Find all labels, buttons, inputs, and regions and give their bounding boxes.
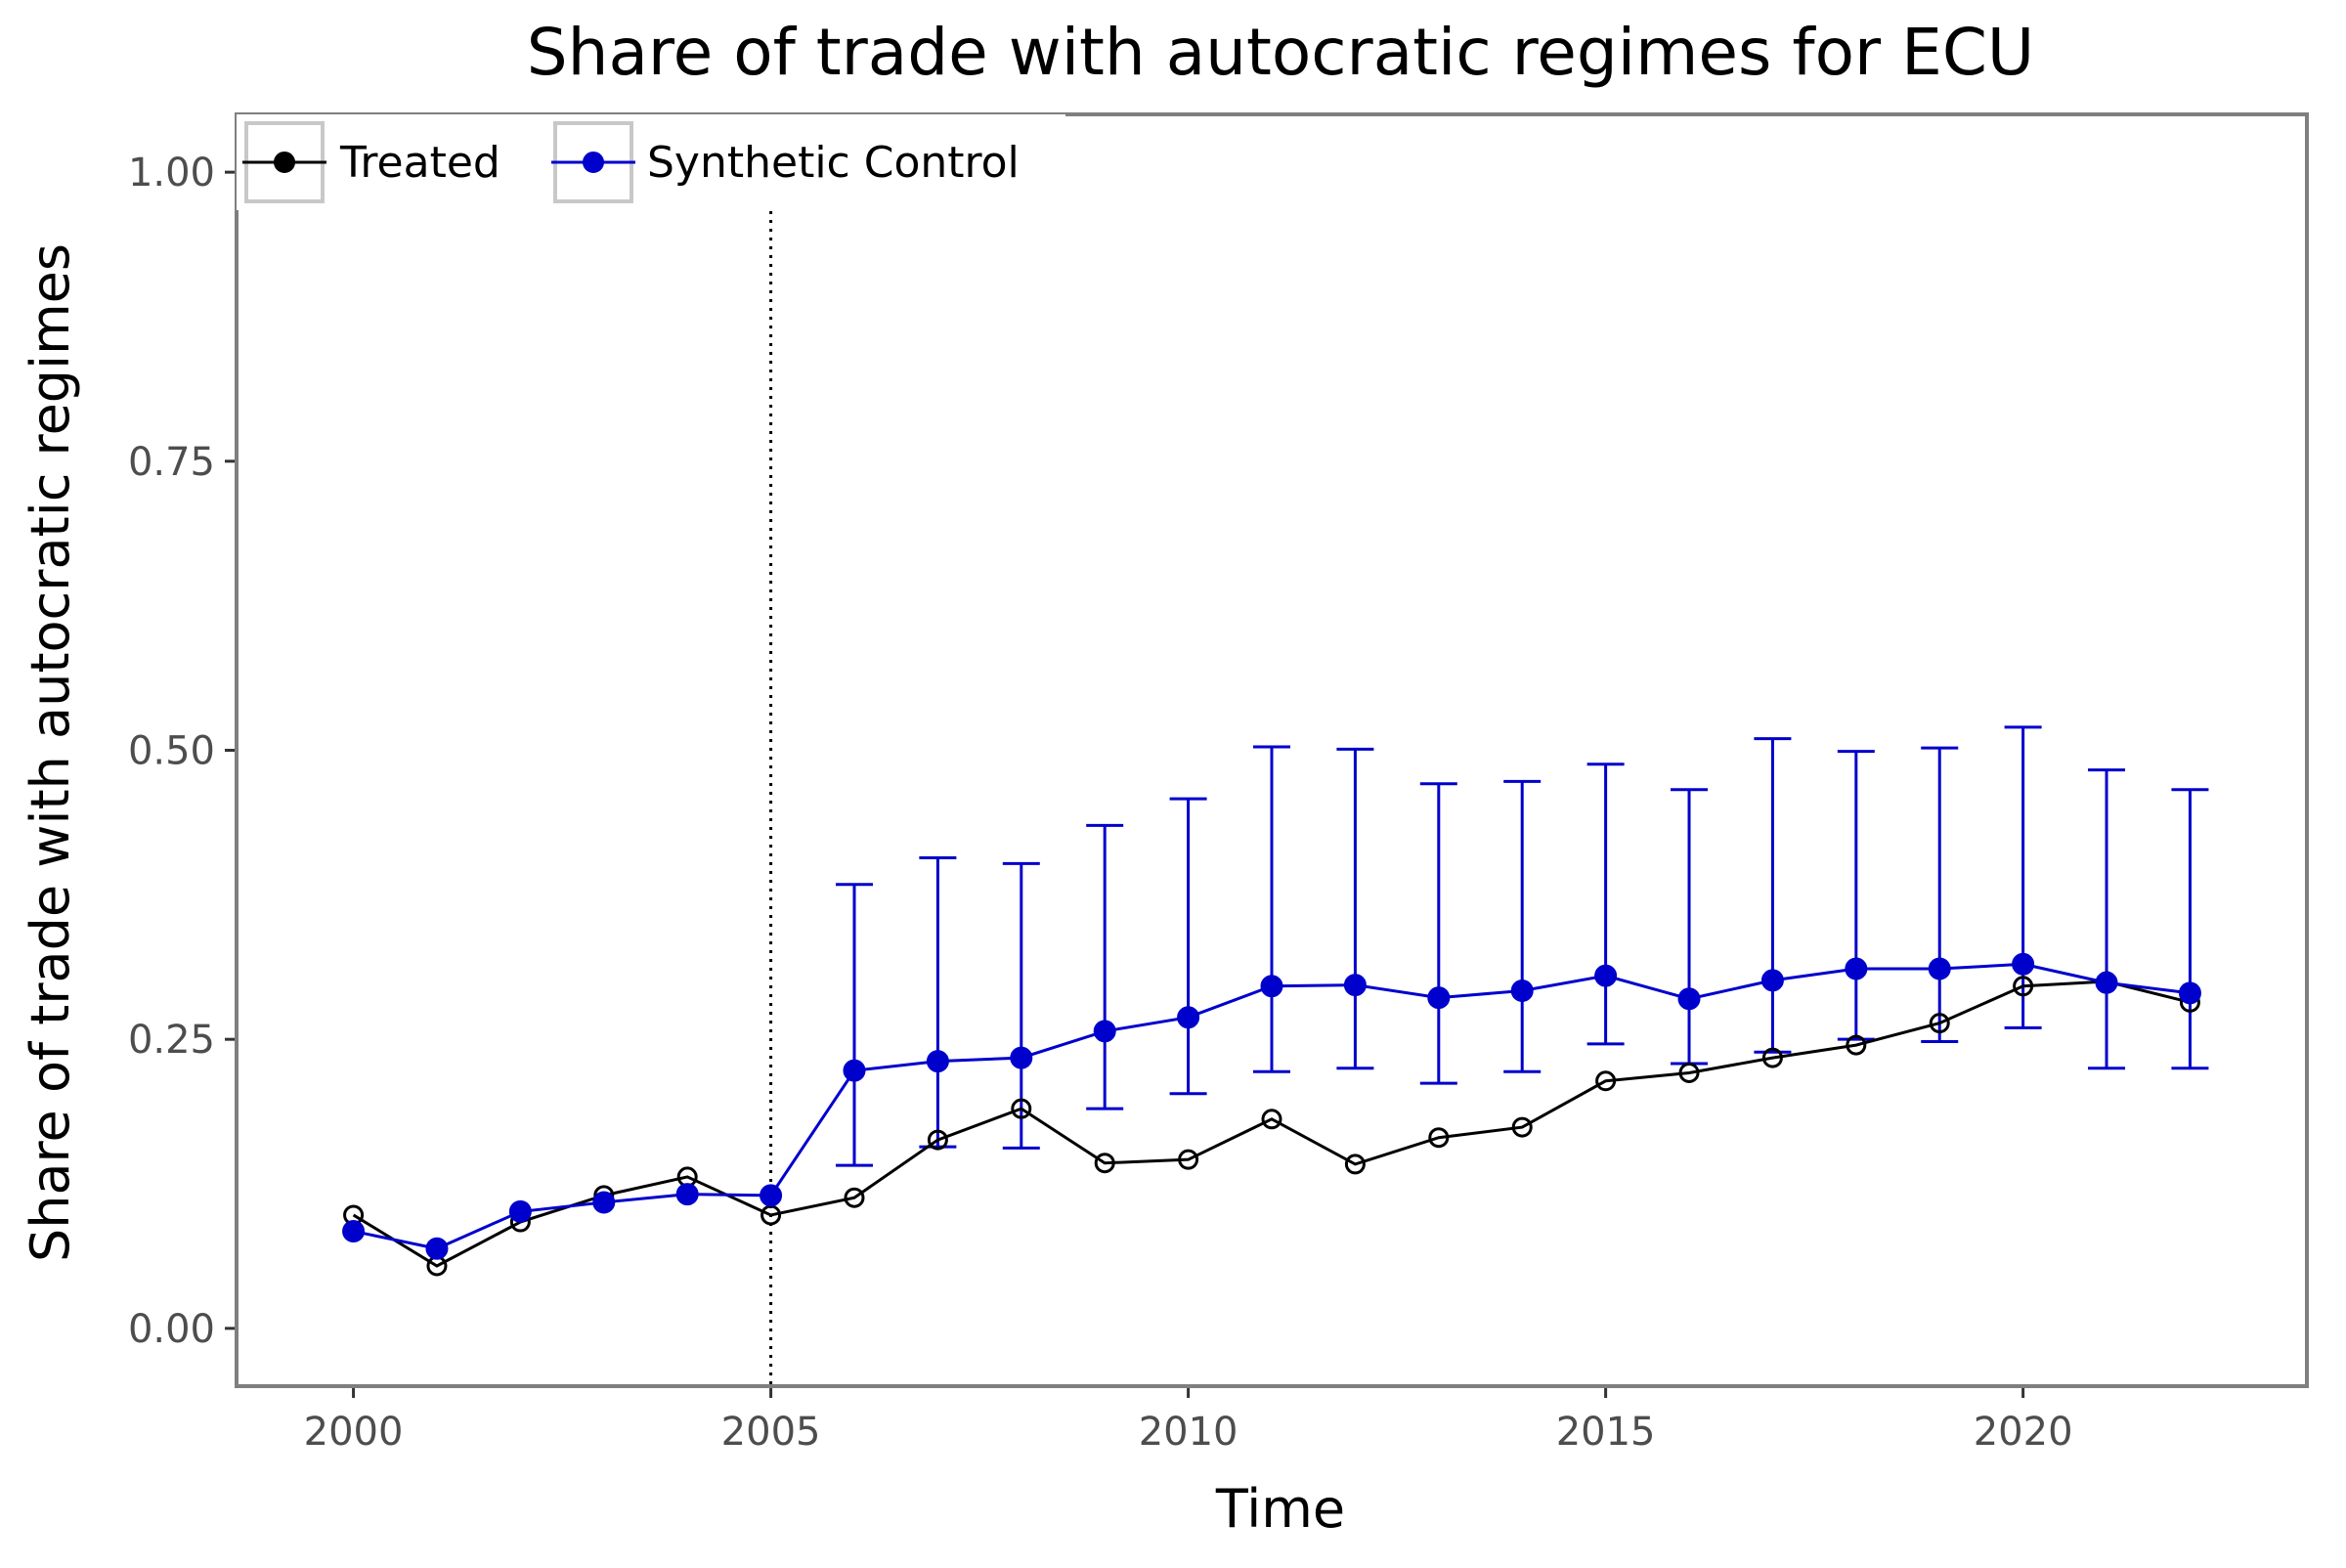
data-point: [1511, 1116, 1533, 1138]
chart-title: Share of trade with autocratic regimes f…: [527, 15, 2034, 90]
y-tick-label: 1.00: [128, 151, 215, 196]
data-point: [1677, 987, 1701, 1011]
data-point: [1094, 1153, 1115, 1174]
data-point: [1344, 1154, 1366, 1175]
data-point: [1010, 1046, 1033, 1069]
panel-border: [235, 112, 2309, 1388]
data-point: [1011, 1098, 1032, 1119]
legend: Treated Synthetic Control: [237, 114, 1065, 210]
data-point: [1761, 1047, 1783, 1068]
legend-background: [237, 114, 1065, 210]
data-point: [843, 1059, 866, 1082]
data-point: [425, 1237, 449, 1260]
y-tick-label: 0.50: [128, 729, 215, 774]
data-point: [1929, 1013, 1950, 1034]
x-axis-title: Time: [1215, 1478, 1345, 1540]
data-point: [1595, 1070, 1617, 1092]
data-point: [1428, 1127, 1450, 1149]
data-point: [1510, 980, 1534, 1003]
legend-key-marker: [583, 152, 604, 173]
data-point: [844, 1187, 865, 1208]
data-point: [342, 1220, 366, 1243]
data-point: [1928, 957, 1951, 980]
data-point: [927, 1129, 948, 1151]
data-point: [2012, 952, 2035, 976]
data-point: [1845, 957, 1868, 980]
data-point: [2178, 981, 2201, 1005]
legend-label: Synthetic Control: [647, 138, 1020, 188]
data-point: [1177, 1006, 1200, 1029]
series-line-treated: [352, 980, 2191, 1268]
data-point: [1846, 1034, 1867, 1056]
y-tick-label: 0.75: [128, 440, 215, 485]
data-point: [1261, 1109, 1282, 1130]
x-tick-label: 2015: [1556, 1410, 1656, 1455]
data-point: [1260, 975, 1283, 998]
data-point: [1760, 969, 1784, 992]
data-point: [1427, 986, 1451, 1010]
data-point: [592, 1191, 616, 1214]
data-point: [2095, 971, 2118, 994]
x-tick-label: 2020: [1974, 1410, 2073, 1455]
x-tick-label: 2005: [721, 1410, 821, 1455]
y-tick-label: 0.25: [128, 1018, 215, 1063]
data-point: [1093, 1020, 1116, 1043]
data-point: [926, 1050, 949, 1073]
data-point: [675, 1183, 699, 1206]
legend-label: Treated: [339, 138, 500, 188]
data-point: [1594, 964, 1618, 987]
data-point: [508, 1199, 532, 1223]
legend-key-marker: [274, 152, 295, 173]
plot-area: 0.00 0.25 0.50 0.75 1.00 2000 2005 2010 2015 2020: [128, 112, 2309, 1455]
data-point: [1178, 1149, 1199, 1170]
x-tick-label: 2010: [1139, 1410, 1238, 1455]
data-point: [1343, 974, 1367, 997]
y-tick-label: 0.00: [128, 1307, 215, 1352]
data-point: [2013, 976, 2034, 997]
data-point: [1678, 1062, 1700, 1083]
data-point: [760, 1184, 783, 1207]
y-axis-title: Share of trade with autocratic regimes: [20, 243, 81, 1262]
x-tick-label: 2000: [304, 1410, 404, 1455]
